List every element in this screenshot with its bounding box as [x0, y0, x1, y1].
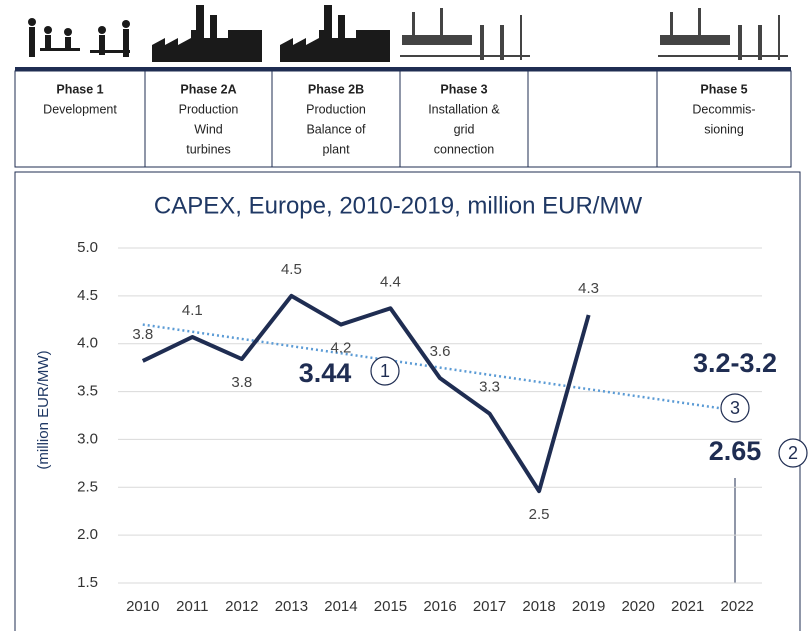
annotation-marker: 3	[730, 398, 740, 418]
value-label: 4.5	[281, 261, 302, 278]
annotation-marker-circle	[720, 393, 750, 423]
x-tick-label: 2010	[126, 598, 159, 615]
phase-label: Balance of	[306, 122, 366, 136]
y-tick-label: 4.5	[77, 287, 98, 304]
value-label: 4.1	[182, 302, 203, 319]
value-label: 4.2	[330, 340, 351, 357]
header-band	[15, 67, 791, 71]
y-tick-label: 2.5	[77, 478, 98, 495]
y-tick-label: 3.5	[77, 383, 98, 400]
phase-title: Phase 2B	[308, 82, 364, 96]
annotation-marker-circle	[370, 356, 400, 386]
annotation-value: 2.65	[709, 436, 762, 466]
value-label: 2.5	[529, 506, 550, 523]
x-tick-label: 2020	[621, 598, 654, 615]
phase-label: grid	[454, 122, 475, 136]
annotation-value: 3.2-3.2	[693, 348, 777, 378]
phase-title: Phase 5	[700, 82, 747, 96]
phase-label: plant	[322, 142, 350, 156]
y-tick-label: 2.0	[77, 526, 98, 543]
trend-line	[142, 323, 738, 412]
phase-label: Decommis-	[692, 102, 755, 116]
phase-label: Production	[306, 102, 366, 116]
x-tick-label: 2011	[176, 598, 208, 615]
factory-icon	[280, 5, 390, 62]
annotation-value: 3.44	[299, 358, 352, 388]
phase-title: Phase 2A	[180, 82, 236, 96]
x-tick-label: 2016	[423, 598, 456, 615]
x-tick-label: 2012	[225, 598, 258, 615]
y-tick-label: 4.0	[77, 335, 98, 352]
phase-label: connection	[434, 142, 495, 156]
x-tick-label: 2022	[721, 598, 754, 615]
annotation-marker: 2	[788, 443, 798, 463]
y-tick-label: 1.5	[77, 574, 98, 591]
value-label: 3.8	[231, 374, 252, 391]
annotation-marker: 1	[380, 361, 390, 381]
phase-label: turbines	[186, 142, 230, 156]
data-line	[141, 293, 591, 494]
value-label: 3.8	[132, 326, 153, 343]
phase-label: Production	[179, 102, 239, 116]
x-tick-label: 2021	[671, 598, 704, 615]
phase-label: sioning	[704, 122, 744, 136]
x-tick-label: 2017	[473, 598, 506, 615]
phase-title: Phase 3	[440, 82, 487, 96]
x-tick-label: 2014	[324, 598, 357, 615]
x-tick-label: 2019	[572, 598, 605, 615]
phase-label: Wind	[194, 122, 223, 136]
chart-frame	[14, 171, 801, 636]
phase-label: Installation &	[428, 102, 500, 116]
value-label: 4.4	[380, 273, 401, 290]
chart-title: CAPEX, Europe, 2010-2019, million EUR/MW	[154, 192, 643, 219]
x-tick-label: 2013	[275, 598, 308, 615]
value-label: 3.3	[479, 379, 500, 396]
phase-grid	[14, 70, 792, 168]
y-tick-label: 3.0	[77, 430, 98, 447]
factory-icon	[152, 5, 262, 62]
phase-label: Development	[43, 102, 117, 116]
icons	[28, 5, 788, 62]
vessel-icon	[658, 8, 788, 60]
x-tick-label: 2015	[374, 598, 407, 615]
value-label: 3.6	[430, 343, 451, 360]
vessel-icon	[400, 8, 530, 60]
annotation-marker-circle	[778, 438, 808, 468]
y-axis-label: (million EUR/MW)	[35, 350, 52, 469]
meeting-icon	[28, 18, 130, 57]
phase-title: Phase 1	[56, 82, 103, 96]
y-tick-label: 5.0	[77, 239, 98, 256]
value-label: 4.3	[578, 280, 599, 297]
x-tick-label: 2018	[522, 598, 555, 615]
